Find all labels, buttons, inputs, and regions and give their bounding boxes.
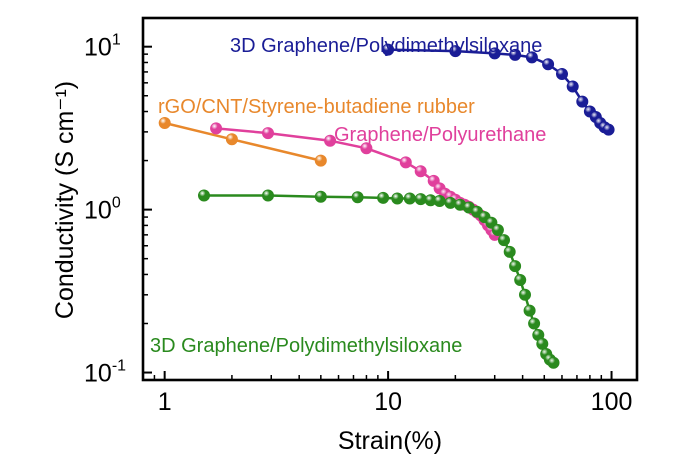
data-point-s1-0 [158, 117, 171, 130]
data-point-s0-4 [525, 51, 538, 64]
data-point-s3-4 [377, 191, 390, 204]
y-tick-exponent: 1 [112, 32, 121, 49]
y-tick-label: 100 [84, 195, 121, 225]
data-point-s3-28 [547, 356, 560, 369]
y-axis-title: Conductivity (S cm⁻¹) [51, 81, 79, 319]
data-point-s0-5 [542, 58, 555, 71]
legend-pdms-blue: 3D Graphene/Polydimethylsiloxane [230, 35, 542, 57]
legend-graphene-pu: Graphene/Polyurethane [334, 124, 546, 146]
data-point-s0-7 [566, 80, 579, 93]
data-point-s3-3 [351, 191, 364, 204]
data-point-s3-6 [403, 192, 416, 205]
y-tick-base: 10 [84, 360, 112, 388]
data-point-s3-17 [497, 234, 510, 247]
x-axis-title: Strain(%) [338, 427, 442, 455]
data-point-s1-2 [314, 154, 327, 167]
legend-rgo-cnt-sbr: rGO/CNT/Styrene-butadiene rubber [158, 96, 475, 118]
data-point-s0-8 [576, 95, 589, 108]
data-point-s2-5 [414, 165, 427, 178]
y-tick-exponent: 0 [112, 195, 121, 212]
data-point-s3-20 [514, 273, 527, 286]
data-point-s3-5 [391, 192, 404, 205]
data-point-s0-1 [449, 45, 462, 58]
data-point-s2-4 [399, 156, 412, 169]
data-point-s2-2 [324, 134, 337, 147]
data-point-s3-0 [197, 189, 210, 202]
y-tick-exponent: -1 [112, 358, 126, 375]
data-point-s2-3 [360, 142, 373, 155]
x-tick-label: 100 [591, 388, 633, 416]
y-tick-label: 101 [84, 32, 121, 62]
data-point-s3-1 [261, 189, 274, 202]
data-point-s3-22 [523, 304, 536, 317]
data-point-s2-1 [261, 127, 274, 140]
data-point-s0-3 [509, 48, 522, 61]
data-point-s2-0 [210, 122, 223, 135]
data-point-s3-7 [414, 193, 427, 206]
data-point-s1-1 [225, 133, 238, 146]
data-points-layer [158, 43, 615, 369]
data-point-s3-9 [433, 194, 446, 207]
x-tick-label: 1 [158, 388, 172, 416]
data-point-s3-19 [509, 260, 522, 273]
y-tick-base: 10 [84, 197, 112, 225]
x-tick-label: 10 [374, 388, 402, 416]
data-point-s0-0 [382, 43, 395, 56]
y-tick-base: 10 [84, 34, 112, 62]
data-point-s0-6 [556, 68, 569, 81]
data-point-s3-16 [491, 223, 504, 236]
data-point-s3-2 [314, 190, 327, 203]
data-point-s3-25 [536, 337, 549, 350]
data-point-s3-23 [528, 317, 541, 330]
data-point-s3-21 [519, 288, 532, 301]
data-point-s0-2 [488, 47, 501, 60]
y-tick-label: 10-1 [84, 358, 126, 388]
legend-pdms-green: 3D Graphene/Polydimethylsiloxane [150, 335, 462, 357]
series-line-1 [164, 121, 322, 162]
data-point-s3-18 [503, 245, 516, 258]
data-point-s0-13 [602, 123, 615, 136]
plot-area-frame [141, 16, 639, 382]
data-point-s3-10 [444, 196, 457, 209]
